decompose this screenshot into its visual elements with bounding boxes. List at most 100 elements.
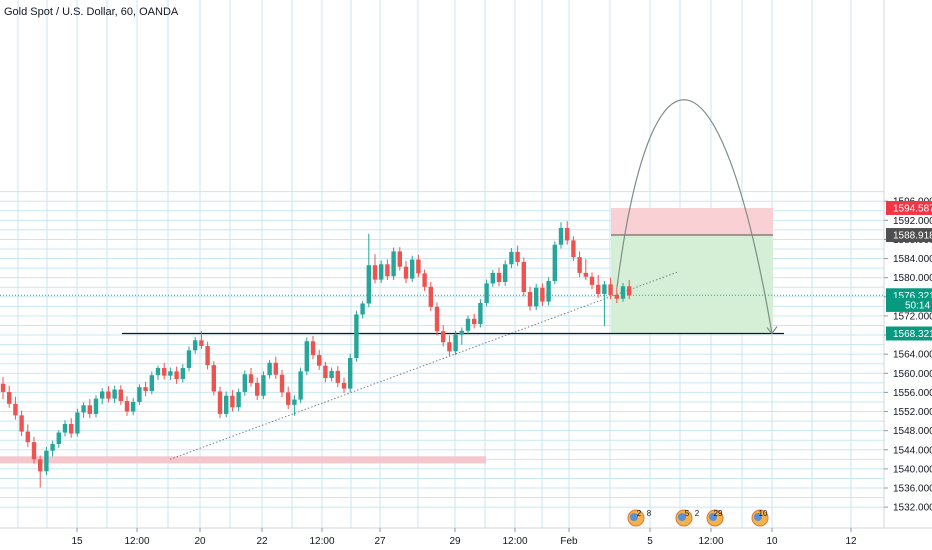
candle-body [112, 389, 117, 399]
candle-body [124, 401, 130, 412]
candle-body [310, 341, 316, 356]
candle-body [69, 423, 74, 434]
candle-body [248, 374, 254, 383]
y-tick-label: 1552.000 [893, 407, 932, 418]
candle-body [385, 264, 390, 277]
candle-body [422, 273, 427, 287]
candle-body [583, 272, 588, 277]
candle-body [217, 391, 223, 414]
candle-body [174, 371, 179, 380]
candle-body [292, 399, 297, 405]
candle-body [403, 266, 409, 279]
y-tick-label: 1544.000 [893, 445, 932, 456]
candle-body [100, 391, 105, 399]
take-profit-zone [611, 235, 773, 334]
candle-body [515, 251, 520, 262]
y-tick-label: 1532.000 [893, 503, 932, 514]
candle-body [453, 334, 458, 352]
y-tick-label: 1564.000 [893, 350, 932, 361]
candle-body [589, 276, 595, 285]
candle-body [335, 370, 340, 383]
x-tick-label: 22 [256, 536, 268, 547]
x-tick-label: 29 [449, 536, 461, 547]
candle-body [137, 387, 142, 402]
y-tick-label: 1536.000 [893, 484, 932, 495]
candle-body [131, 401, 136, 412]
candle-body [459, 330, 464, 335]
candle-body [236, 391, 241, 408]
candle-body [273, 362, 278, 375]
x-tick-label: 12:00 [124, 536, 149, 547]
candle-body [546, 281, 551, 302]
x-tick-label: 10 [766, 536, 778, 547]
candle-body [521, 261, 526, 293]
candle-body [50, 444, 55, 451]
price-label-target [886, 326, 932, 341]
x-tick-label: 20 [194, 536, 206, 547]
candle-body [317, 355, 322, 366]
x-tick-label: 12:00 [309, 536, 334, 547]
price-label-text: 1568.321 [893, 329, 932, 340]
candle-body [19, 415, 24, 432]
candle-body [25, 431, 30, 443]
candle-body [323, 365, 328, 379]
candle-body [627, 286, 632, 296]
y-tick-label: 1592.000 [893, 216, 932, 227]
x-tick-label: 5 [647, 536, 653, 547]
candle-body [434, 306, 440, 332]
event-count: 8 [647, 509, 652, 518]
candle-body [75, 412, 80, 434]
candles [0, 221, 632, 488]
candle-body [341, 382, 347, 389]
candle-body [360, 303, 365, 315]
candle-body [180, 368, 185, 380]
candle-body [348, 357, 353, 389]
event-count: 10 [759, 509, 768, 518]
candle-body [162, 368, 167, 376]
candle-body [211, 365, 216, 392]
candle-body [155, 368, 161, 376]
candle-body [242, 374, 247, 392]
event-flag-icon [678, 513, 686, 521]
candle-body [391, 251, 396, 277]
candle-body [13, 403, 18, 416]
candle-body [168, 371, 173, 376]
candle-body [199, 340, 204, 347]
candle-body [534, 287, 539, 307]
candle-body [329, 370, 334, 379]
price-label-entry [886, 228, 932, 243]
candle-body [230, 395, 235, 408]
candle-body [577, 257, 582, 273]
price-label-text: 1576.321 [893, 291, 932, 302]
y-tick-label: 1572.000 [893, 311, 932, 322]
candle-body [261, 375, 266, 396]
candle-body [118, 389, 123, 402]
price-label-text: 50:14 [905, 300, 930, 311]
candle-body [279, 374, 285, 393]
y-tick-label: 1580.000 [893, 273, 932, 284]
candle-body [397, 251, 402, 267]
event-flag-icon [754, 513, 762, 521]
candle-body [354, 314, 359, 358]
candle-body [298, 371, 303, 400]
y-tick-label: 1584.000 [893, 254, 932, 265]
y-tick-label: 1548.000 [893, 426, 932, 437]
candle-body [379, 264, 384, 280]
candle-body [478, 303, 483, 325]
candle-body [602, 284, 607, 294]
projection-arrow-head [766, 326, 778, 335]
candle-body [428, 286, 433, 307]
candle-body [441, 331, 446, 343]
candle-body [38, 459, 43, 472]
candle-body [614, 294, 619, 299]
candle-body [447, 342, 452, 352]
x-tick-label: 12:00 [698, 536, 723, 547]
candle-body [149, 375, 154, 391]
candle-body [87, 405, 92, 414]
candle-body [56, 432, 61, 445]
x-tick-label: 12:00 [502, 536, 527, 547]
candle-body [143, 387, 148, 391]
candle-body [224, 395, 229, 414]
price-label-text: 1594.587 [893, 203, 932, 214]
